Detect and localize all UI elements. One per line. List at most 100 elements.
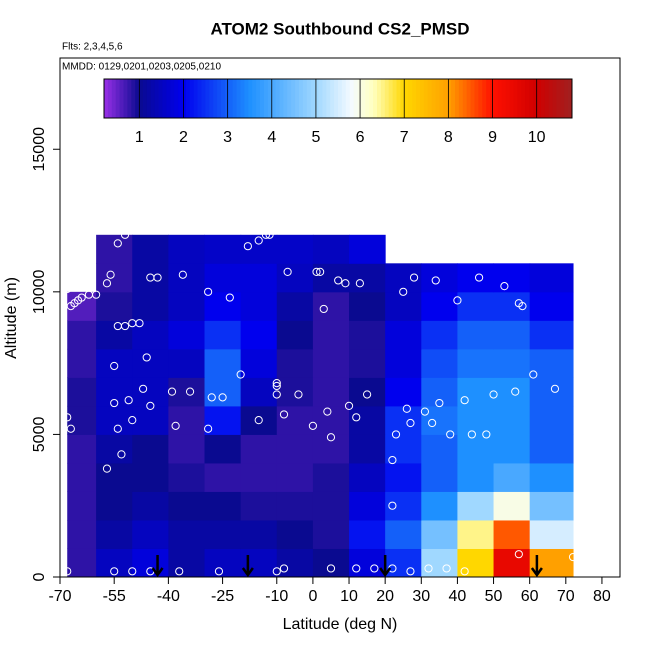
heat-cell — [168, 491, 206, 521]
heat-cell — [96, 519, 133, 549]
heat-cell — [96, 491, 133, 521]
heat-cell — [204, 348, 242, 378]
heat-cell — [385, 348, 422, 378]
observation-point — [467, 430, 476, 439]
colorbar-segment — [302, 79, 308, 118]
colorbar-segment — [267, 79, 273, 118]
heat-cell — [96, 462, 133, 492]
observation-point — [312, 267, 321, 276]
observation-point — [66, 424, 75, 433]
observation-point — [120, 321, 130, 331]
colorbar-segment — [396, 79, 401, 118]
observation-point — [326, 433, 336, 442]
heat-cell — [67, 462, 97, 492]
observation-point — [77, 293, 86, 302]
colorbar-segment — [299, 79, 304, 118]
observation-point — [543, 250, 552, 259]
colorbar-segment — [131, 79, 136, 118]
colorbar-segment — [334, 79, 339, 118]
heat-cell — [276, 519, 314, 549]
x-tick-label: -25 — [211, 588, 234, 605]
observation-point — [279, 564, 289, 573]
y-tick-label: 10000 — [31, 269, 48, 314]
plot-frame — [59, 57, 621, 578]
colorbar-segment — [361, 79, 366, 118]
colorbar-segment — [123, 79, 128, 118]
observation-point — [474, 273, 484, 282]
heat-cell — [204, 234, 242, 264]
heat-cell — [349, 491, 386, 521]
heat-cell — [276, 377, 314, 407]
heat-cell — [349, 234, 386, 264]
colorbar-segment — [533, 79, 538, 118]
observation-point — [272, 390, 281, 399]
colorbar-segment — [513, 79, 518, 118]
observation-point — [352, 564, 361, 573]
heat-cell — [493, 405, 531, 435]
x-tick-label: -40 — [157, 588, 180, 605]
heat-cell — [457, 434, 495, 464]
observation-point — [272, 567, 281, 576]
colorbar-segment — [201, 79, 206, 118]
heat-cell — [421, 291, 458, 321]
observation-point — [128, 567, 137, 576]
colorbar-segment — [310, 79, 315, 118]
observation-point — [323, 407, 332, 416]
heat-cell — [457, 519, 495, 549]
colorbar-segment — [544, 79, 549, 118]
observation-point — [225, 293, 234, 302]
chart-title: ATOM2 Southbound CS2_PMSD — [210, 19, 469, 38]
colorbar-segment — [540, 79, 546, 118]
colorbar-segment — [419, 79, 425, 118]
heat-cell — [529, 263, 574, 293]
heat-cell — [312, 320, 350, 350]
colorbar-segment — [213, 79, 218, 118]
colorbar-segment — [521, 79, 526, 118]
colorbar-segment — [263, 79, 269, 118]
observation-point — [63, 284, 72, 294]
heat-cell — [349, 519, 386, 549]
observation-point — [316, 267, 325, 276]
colorbar-segment — [232, 79, 237, 118]
heat-cell — [421, 434, 458, 464]
observation-point — [272, 381, 281, 391]
colorbar-segment — [357, 79, 362, 118]
colorbar-segment — [143, 79, 148, 118]
heat-cell — [349, 291, 386, 321]
colorbar-segment — [392, 79, 397, 118]
colorbar-segment — [482, 79, 487, 118]
colorbar-segment — [431, 79, 436, 118]
heat-cell — [312, 234, 350, 264]
heat-cell — [312, 263, 350, 293]
heat-cell — [204, 405, 242, 435]
colorbar-segment — [306, 79, 312, 118]
colorbar-segment — [470, 79, 475, 118]
observation-point — [106, 270, 115, 279]
heat-cell — [96, 234, 133, 264]
colorbar-segment — [380, 79, 386, 118]
colorbar-segment — [158, 79, 163, 118]
colorbar-segment — [260, 79, 265, 118]
heat-cell — [529, 462, 574, 492]
observation-point — [272, 378, 281, 388]
heat-cell — [204, 462, 242, 492]
heat-cell — [276, 320, 314, 350]
colorbar-segment — [345, 79, 351, 118]
heat-cell — [132, 263, 169, 293]
heat-cell — [457, 377, 495, 407]
heat-cell — [385, 491, 422, 521]
heat-cell — [349, 377, 386, 407]
heat-cell — [67, 434, 97, 464]
y-axis-label: Altitude (m) — [3, 277, 20, 359]
colorbar-segment — [322, 79, 327, 118]
colorbar-segment — [517, 79, 522, 118]
observation-point — [117, 450, 126, 459]
colorbar-segment — [182, 79, 187, 118]
observation-point — [424, 564, 433, 573]
heat-cell — [529, 405, 574, 435]
observation-point — [171, 421, 180, 430]
heat-cell — [168, 462, 206, 492]
observation-point — [406, 418, 415, 428]
colorbar-segment — [439, 79, 444, 118]
heat-cell — [168, 234, 206, 264]
